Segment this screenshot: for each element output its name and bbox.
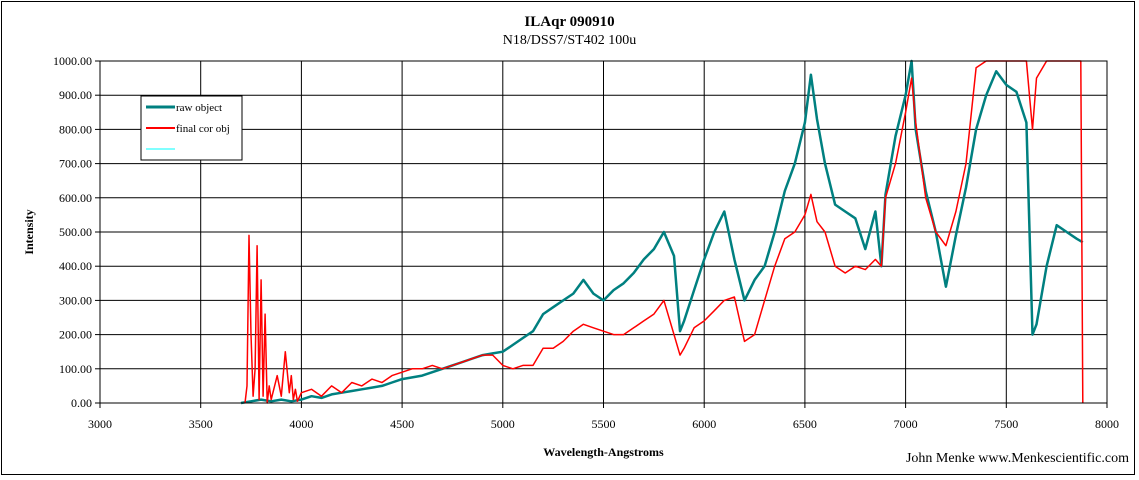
chart-subtitle: N18/DSS7/ST402 100u xyxy=(502,33,637,48)
y-tick-label: 700.00 xyxy=(59,157,92,171)
y-tick-label: 1000.00 xyxy=(53,54,92,68)
x-tick-label: 3500 xyxy=(189,417,213,431)
y-tick-label: 500.00 xyxy=(59,225,92,239)
series-line-final-cor-obj xyxy=(244,60,1084,404)
plot-border xyxy=(99,60,1108,404)
y-tick-label: 800.00 xyxy=(59,122,92,136)
chart-title: ILAqr 090910 xyxy=(524,14,615,30)
y-tick-labels: 0.00 100.00 200.00 300.00 400.00 500.00 600.00… xyxy=(53,54,92,410)
x-tick-label: 6000 xyxy=(692,417,716,431)
x-tick-label: 7000 xyxy=(894,417,918,431)
y-tick-label: 100.00 xyxy=(59,362,92,376)
y-axis-label: Intensity xyxy=(22,209,36,254)
x-axis-label: Wavelength-Angstroms xyxy=(543,445,664,459)
y-tick-label: 600.00 xyxy=(59,191,92,205)
x-tick-label: 5000 xyxy=(491,417,515,431)
legend: raw object final cor obj xyxy=(140,95,243,161)
series-group xyxy=(240,59,1084,405)
y-tick-label: 400.00 xyxy=(59,259,92,273)
legend-label: final cor obj xyxy=(176,123,230,135)
legend-label: raw object xyxy=(176,102,222,114)
series-line-raw-object xyxy=(240,59,1084,405)
credit-text: John Menke www.Menkescientific.com xyxy=(905,451,1129,466)
y-tick-label: 900.00 xyxy=(59,88,92,102)
x-tick-label: 3000 xyxy=(88,417,112,431)
y-tick-label: 0.00 xyxy=(71,396,92,410)
y-tick-label: 200.00 xyxy=(59,328,92,342)
x-tick-label: 6500 xyxy=(793,417,817,431)
x-tick-labels: 3000 3500 4000 4500 5000 5500 6000 6500 7000 7500… xyxy=(88,417,1119,431)
x-tick-label: 4000 xyxy=(289,417,313,431)
x-tick-label: 4500 xyxy=(390,417,414,431)
y-tick-label: 300.00 xyxy=(59,293,92,307)
x-tick-label: 5500 xyxy=(592,417,616,431)
x-tick-label: 7500 xyxy=(994,417,1018,431)
x-tick-label: 8000 xyxy=(1095,417,1119,431)
